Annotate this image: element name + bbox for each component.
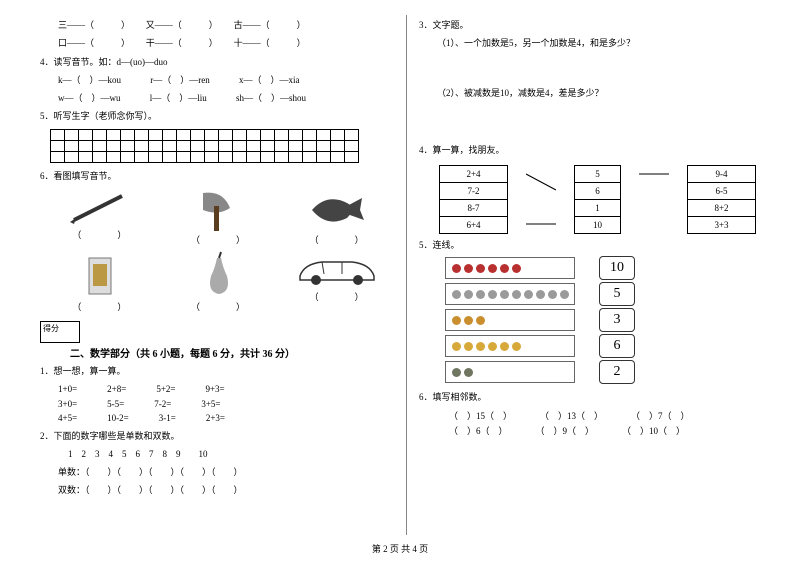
q3-item: 干——（ ）: [146, 38, 214, 48]
object-box: [445, 335, 575, 357]
m1-title: 1．想一想，算一算。: [40, 364, 396, 379]
score-box: 得分: [40, 321, 80, 343]
count-dot: [452, 368, 461, 377]
count-dot: [524, 290, 533, 299]
q3-row1: 三——（ ） 又——（ ） 古——（ ）: [40, 18, 396, 33]
q3-item: 古——（ ）: [234, 20, 306, 30]
link-row: 6: [445, 334, 775, 358]
axe-icon: [188, 188, 248, 233]
count-dot: [452, 264, 461, 273]
img-axe: （ ）: [168, 188, 268, 246]
neighbor-row: （ ）15（ ） （ ）13（ ） （ ）7（ ）: [419, 409, 775, 424]
count-dot: [476, 264, 485, 273]
img-car: （ ）: [287, 250, 387, 313]
r-q3-2: （2）、被减数是10，减数是4，差是多少？: [419, 86, 775, 101]
q4-title: 4．读写音节。如：d—(uo)—duo: [40, 55, 396, 70]
object-box: [445, 257, 575, 279]
m2-title: 2．下面的数字哪些是单数和双数。: [40, 429, 396, 444]
r-q5-title: 5．连线。: [419, 238, 775, 253]
img-pear: （ ）: [168, 250, 268, 313]
img-fish: （ ）: [287, 188, 387, 246]
m2-odd: 单数：（ ）（ ）（ ）（ ）（ ）: [40, 465, 396, 480]
count-dot: [476, 342, 485, 351]
count-dot: [488, 264, 497, 273]
package-icon: [77, 250, 122, 300]
m1-row: 3+0= 5-5= 7-2= 3+5=: [40, 397, 396, 411]
number-box: 2: [599, 360, 635, 384]
count-dot: [548, 290, 557, 299]
count-dot: [512, 264, 521, 273]
number-box: 5: [599, 282, 635, 306]
count-dot: [500, 264, 509, 273]
image-row-2: （ ） （ ） （ ）: [40, 250, 396, 313]
count-dot: [464, 368, 473, 377]
count-dot: [536, 290, 545, 299]
q3-row2: 口——（ ） 干——（ ） 十——（ ）: [40, 36, 396, 51]
left-column: 三——（ ） 又——（ ） 古——（ ） 口——（ ） 干——（ ） 十——（ …: [40, 15, 406, 540]
link-row: 10: [445, 256, 775, 280]
count-dot: [500, 290, 509, 299]
number-box: 6: [599, 334, 635, 358]
count-dot: [464, 342, 473, 351]
count-dot: [488, 290, 497, 299]
count-dot: [476, 316, 485, 325]
m2-nums: 1 2 3 4 5 6 7 8 9 10: [40, 447, 396, 462]
count-dot: [464, 316, 473, 325]
friends-left: 2+4 7-2 8-7 6+4: [439, 165, 508, 234]
worksheet-page: 三——（ ） 又——（ ） 古——（ ） 口——（ ） 干——（ ） 十——（ …: [0, 0, 800, 540]
fish-icon: [302, 188, 372, 233]
number-box: 3: [599, 308, 635, 332]
r-q6-title: 6．填写相邻数。: [419, 390, 775, 405]
link-row: 2: [445, 360, 775, 384]
count-dot: [476, 290, 485, 299]
page-footer: 第 2 页 共 4 页: [0, 540, 800, 555]
object-box: [445, 283, 575, 305]
link-row: 5: [445, 282, 775, 306]
q3-item: 又——（ ）: [146, 20, 214, 30]
image-row-1: （ ） （ ） （ ）: [40, 188, 396, 246]
count-dot: [512, 342, 521, 351]
friends-right: 9-4 6-5 8+2 3+3: [687, 165, 756, 234]
friends-mid: 5 6 1 10: [574, 165, 621, 234]
img-pencil: （ ）: [49, 188, 149, 246]
count-dot: [452, 316, 461, 325]
img-ruler: （ ）: [49, 250, 149, 313]
r-q3-title: 3．文字题。: [419, 18, 775, 33]
count-dot: [464, 264, 473, 273]
count-dot: [560, 290, 569, 299]
q3-item: 三——（ ）: [58, 20, 126, 30]
pear-icon: [195, 250, 240, 300]
m1-row: 4+5= 10-2= 3-1= 2+3=: [40, 411, 396, 425]
r-q4-title: 4．算一算，找朋友。: [419, 143, 775, 158]
neighbor-row: （ ）6（ ） （ ）9（ ） （ ）10（ ）: [419, 424, 775, 439]
q3-item: 口——（ ）: [58, 38, 126, 48]
link-row: 3: [445, 308, 775, 332]
r-q3-1: （1）、一个加数是5，另一个加数是4，和是多少？: [419, 36, 775, 51]
writing-grid: [50, 129, 359, 163]
friends-match: 2+4 7-2 8-7 6+4 5 6 1 10 9-4 6-5 8+2: [439, 164, 775, 234]
q5-title: 5．听写生字（老师念你写）。: [40, 109, 396, 124]
q4-row2: w—（ ）—wu l—（ ）—liu sh—（ ）—shou: [40, 91, 396, 106]
count-dot: [512, 290, 521, 299]
m2-even: 双数：（ ）（ ）（ ）（ ）（ ）: [40, 483, 396, 498]
object-box: [445, 309, 575, 331]
count-dot: [464, 290, 473, 299]
count-dot: [452, 290, 461, 299]
m1-row: 1+0= 2+8= 5+2= 9+3=: [40, 382, 396, 396]
section2-title: 二、数学部分（共 6 小题，每题 6 分，共计 36 分）: [70, 345, 396, 360]
right-column: 3．文字题。 （1）、一个加数是5，另一个加数是4，和是多少？ （2）、被减数是…: [407, 15, 775, 540]
count-dot: [452, 342, 461, 351]
link-lines-icon: [639, 164, 669, 234]
car-icon: [292, 250, 382, 290]
q6-title: 6．看图填写音节。: [40, 169, 396, 184]
pencil-icon: [64, 188, 134, 228]
q3-item: 十——（ ）: [234, 38, 306, 48]
count-dot: [488, 342, 497, 351]
count-dot: [500, 342, 509, 351]
number-box: 10: [599, 256, 635, 280]
q4-row1: k—（ ）—kou r—（ ）—ren x—（ ）—xia: [40, 73, 396, 88]
link-section: 105362: [419, 256, 775, 384]
link-lines-icon: [526, 164, 556, 234]
object-box: [445, 361, 575, 383]
